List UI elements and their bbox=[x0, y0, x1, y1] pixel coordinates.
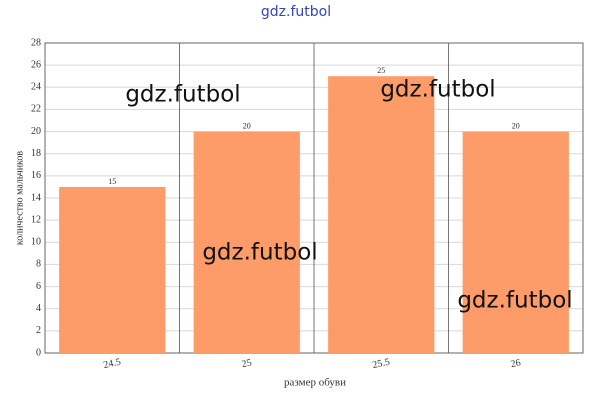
y-tick-label: 20 bbox=[31, 126, 41, 137]
y-tick-label: 22 bbox=[31, 104, 41, 115]
y-tick-label: 18 bbox=[31, 148, 41, 159]
data-label: 20 bbox=[243, 121, 251, 130]
x-tick-label: 26 bbox=[510, 357, 522, 370]
data-label: 15 bbox=[108, 177, 116, 186]
y-tick-label: 2 bbox=[36, 325, 41, 336]
bar bbox=[462, 131, 569, 353]
y-tick-label: 0 bbox=[36, 347, 41, 358]
x-axis-label: размер обуви bbox=[284, 377, 346, 389]
y-tick-label: 24 bbox=[31, 82, 41, 93]
y-tick-label: 28 bbox=[31, 37, 41, 48]
watermark: gdz.futbol bbox=[380, 77, 495, 103]
y-axis-label: количество мальчиков bbox=[14, 151, 25, 246]
y-tick-label: 8 bbox=[36, 259, 41, 270]
y-tick-label: 6 bbox=[36, 281, 41, 292]
y-tick-label: 12 bbox=[31, 214, 41, 225]
y-tick-label: 26 bbox=[31, 59, 41, 70]
watermark: gdz.futbol bbox=[261, 4, 331, 20]
data-label: 25 bbox=[377, 66, 385, 75]
y-tick-label: 10 bbox=[31, 237, 41, 248]
y-tick-label: 16 bbox=[31, 170, 41, 181]
bar bbox=[328, 76, 435, 353]
bar bbox=[59, 186, 166, 353]
y-tick-label: 14 bbox=[31, 192, 41, 203]
x-tick-label: 25.5 bbox=[372, 357, 391, 371]
x-tick-label: 25 bbox=[241, 357, 253, 370]
y-tick-label: 4 bbox=[36, 303, 41, 314]
plot-frame bbox=[44, 42, 584, 354]
watermark: gdz.futbol bbox=[125, 82, 240, 108]
watermark: gdz.futbol bbox=[457, 288, 572, 314]
bar bbox=[193, 131, 300, 353]
watermark: gdz.futbol bbox=[202, 240, 317, 266]
x-tick-label: 24.5 bbox=[103, 357, 122, 371]
data-label: 20 bbox=[512, 121, 520, 130]
